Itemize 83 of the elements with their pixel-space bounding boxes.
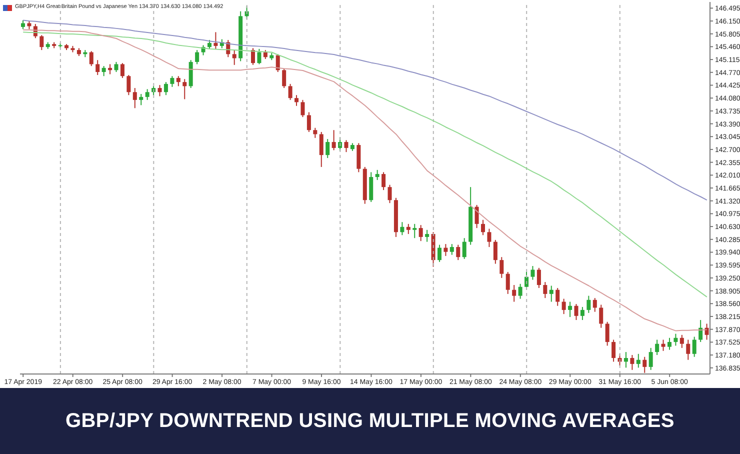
candlestick	[474, 204, 479, 229]
candlestick	[382, 172, 386, 191]
candlestick	[674, 333, 678, 346]
candlestick	[232, 50, 236, 66]
candlestick	[400, 222, 404, 236]
candlestick	[319, 131, 324, 168]
candlestick	[139, 93, 144, 106]
candlestick	[661, 339, 666, 352]
candlestick	[506, 271, 510, 294]
candlestick	[605, 321, 610, 346]
candlestick	[549, 285, 554, 302]
candlestick	[481, 219, 485, 236]
candlestick	[288, 83, 292, 100]
candlestick	[592, 298, 597, 312]
candlestick	[624, 352, 628, 368]
candlestick	[102, 66, 106, 77]
candlestick	[282, 68, 286, 89]
candlestick	[512, 284, 516, 302]
candlestick	[214, 32, 218, 50]
candlestick	[655, 339, 660, 356]
candlestick	[556, 287, 560, 306]
candlestick	[599, 304, 604, 328]
candlestick	[704, 323, 709, 340]
candlestick	[369, 172, 374, 202]
candlestick	[586, 295, 591, 314]
candlestick	[96, 60, 100, 76]
candlestick	[332, 130, 336, 151]
candlestick	[300, 99, 305, 118]
candlestick	[326, 138, 330, 159]
candlestick	[89, 50, 94, 67]
candlestick	[251, 48, 255, 66]
candlestick	[294, 94, 299, 106]
candlestick	[164, 82, 168, 96]
candlestick	[132, 88, 137, 109]
candlestick	[450, 244, 454, 256]
candlestick	[500, 256, 504, 278]
candlestick	[518, 283, 522, 300]
candlestick	[182, 78, 187, 100]
candlestick	[636, 353, 640, 368]
candlestick	[158, 84, 162, 97]
candlestick	[344, 140, 348, 153]
candlestick	[120, 62, 124, 78]
candlestick	[462, 238, 466, 260]
candlestick	[487, 228, 492, 248]
candlestick	[493, 239, 498, 264]
candlestick	[580, 306, 584, 321]
candlestick	[40, 34, 44, 51]
candlestick	[257, 48, 262, 65]
candlestick	[692, 336, 696, 358]
candlestick	[306, 112, 311, 132]
candlestick	[680, 334, 684, 348]
candlestick	[176, 76, 180, 87]
candlestick	[406, 223, 410, 234]
candlestick	[388, 184, 392, 204]
candlestick	[568, 301, 572, 318]
candlestick	[686, 339, 690, 360]
candlestick	[418, 224, 423, 242]
candlestick	[536, 267, 541, 288]
candlestick	[642, 356, 647, 374]
candlestick	[425, 229, 430, 242]
candlestick	[114, 61, 118, 73]
candlestick	[630, 354, 634, 370]
candlestick	[543, 282, 548, 299]
line-series	[22, 20, 708, 201]
candlestick	[195, 50, 200, 65]
candlestick	[313, 127, 318, 138]
candlestick	[612, 339, 616, 362]
candlestick	[145, 88, 150, 100]
text: GBP/JPY DOWNTREND USING MULTIPLE MOVING AVERAGES	[66, 410, 674, 432]
candlestick	[530, 266, 535, 280]
candlestick	[126, 74, 131, 96]
candlestick	[456, 244, 460, 261]
candlestick	[574, 303, 578, 321]
candlestick	[437, 244, 442, 262]
candlestick	[444, 244, 448, 256]
candlestick	[375, 169, 380, 180]
candlestick	[276, 54, 280, 73]
candlestick	[412, 223, 417, 239]
candlestick	[356, 142, 361, 173]
candlestick	[170, 76, 174, 88]
candlestick	[667, 337, 672, 350]
candlestick	[562, 298, 566, 315]
candlestick	[648, 347, 653, 370]
